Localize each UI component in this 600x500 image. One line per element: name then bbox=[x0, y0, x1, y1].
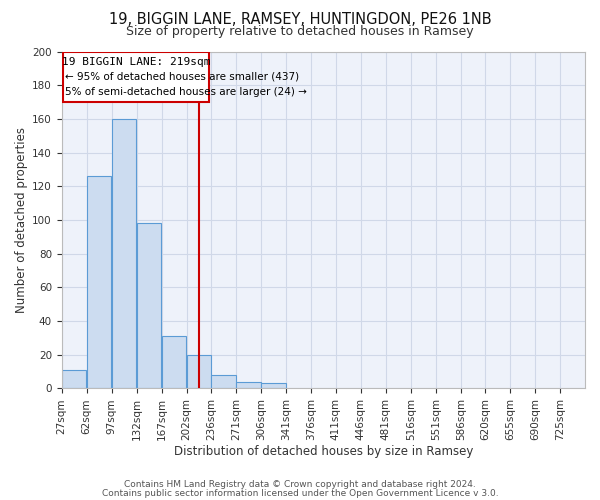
Text: Size of property relative to detached houses in Ramsey: Size of property relative to detached ho… bbox=[126, 25, 474, 38]
FancyBboxPatch shape bbox=[63, 52, 209, 102]
Bar bbox=[112, 119, 136, 388]
Bar bbox=[236, 382, 260, 388]
Bar bbox=[187, 355, 211, 388]
Bar bbox=[211, 375, 236, 388]
Text: 19 BIGGIN LANE: 219sqm: 19 BIGGIN LANE: 219sqm bbox=[62, 56, 211, 66]
Bar bbox=[62, 370, 86, 388]
Y-axis label: Number of detached properties: Number of detached properties bbox=[15, 127, 28, 313]
Bar bbox=[87, 176, 112, 388]
Text: 19, BIGGIN LANE, RAMSEY, HUNTINGDON, PE26 1NB: 19, BIGGIN LANE, RAMSEY, HUNTINGDON, PE2… bbox=[109, 12, 491, 28]
Bar bbox=[137, 224, 161, 388]
Text: ← 95% of detached houses are smaller (437): ← 95% of detached houses are smaller (43… bbox=[65, 72, 299, 82]
Text: 5% of semi-detached houses are larger (24) →: 5% of semi-detached houses are larger (2… bbox=[65, 87, 307, 97]
Text: Contains public sector information licensed under the Open Government Licence v : Contains public sector information licen… bbox=[101, 488, 499, 498]
Bar bbox=[162, 336, 187, 388]
X-axis label: Distribution of detached houses by size in Ramsey: Distribution of detached houses by size … bbox=[173, 444, 473, 458]
Text: Contains HM Land Registry data © Crown copyright and database right 2024.: Contains HM Land Registry data © Crown c… bbox=[124, 480, 476, 489]
Bar bbox=[261, 384, 286, 388]
